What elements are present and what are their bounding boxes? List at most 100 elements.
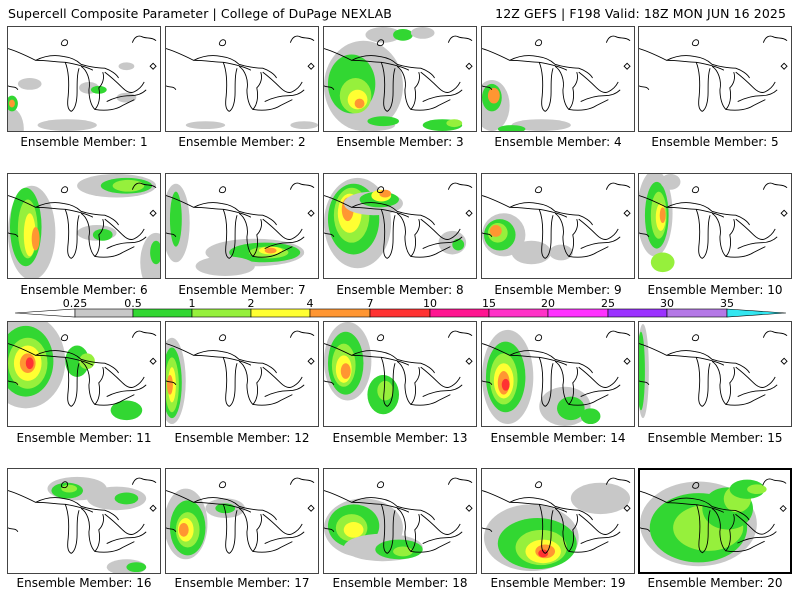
scp-contour-fill bbox=[118, 62, 135, 71]
scale-arrow-right bbox=[726, 308, 787, 318]
member-map bbox=[639, 323, 788, 419]
ensemble-panel-2[interactable] bbox=[165, 26, 319, 132]
member-caption: Ensemble Member: 2 bbox=[178, 135, 306, 149]
member-map bbox=[324, 322, 473, 415]
ensemble-panel-18[interactable] bbox=[323, 468, 477, 574]
scale-tick-label: 4 bbox=[306, 297, 314, 310]
member-map bbox=[166, 182, 315, 277]
scale-tick-label: 7 bbox=[366, 297, 374, 310]
scp-contour-fill bbox=[343, 521, 364, 538]
member-caption: Ensemble Member: 10 bbox=[647, 283, 783, 297]
scp-contour-fill bbox=[25, 357, 34, 370]
member-map bbox=[639, 174, 788, 273]
scp-contour-fill bbox=[365, 27, 401, 43]
great-lakes-outline bbox=[8, 330, 157, 407]
scp-contour-fill bbox=[379, 189, 392, 198]
ensemble-panel-9[interactable] bbox=[481, 173, 635, 279]
ensemble-panel-11[interactable] bbox=[7, 321, 161, 427]
scp-contour-fill bbox=[116, 92, 137, 103]
ensemble-panel-17[interactable] bbox=[165, 468, 319, 574]
ensemble-panel-15[interactable] bbox=[638, 321, 792, 427]
ensemble-panel-10[interactable] bbox=[638, 173, 792, 279]
scp-contour-fill bbox=[580, 408, 601, 425]
ensemble-panel-12[interactable] bbox=[165, 321, 319, 427]
ensemble-panel-19[interactable] bbox=[481, 468, 635, 574]
scp-contour-fill bbox=[410, 27, 435, 39]
ensemble-panel-7[interactable] bbox=[165, 173, 319, 279]
member-map bbox=[482, 182, 631, 265]
member-caption: Ensemble Member: 7 bbox=[178, 283, 306, 297]
scp-contour-fill bbox=[511, 240, 552, 265]
member-map bbox=[166, 477, 315, 560]
scp-contour-fill bbox=[178, 522, 189, 537]
scp-contour-fill bbox=[340, 363, 351, 379]
scp-contour-fill bbox=[446, 119, 463, 128]
scale-segment bbox=[309, 308, 371, 318]
ensemble-panel-3[interactable] bbox=[323, 26, 477, 132]
great-lakes-outline bbox=[166, 477, 315, 554]
scale-segment bbox=[666, 308, 728, 318]
ensemble-panel-16[interactable] bbox=[7, 468, 161, 574]
scp-contour-fill bbox=[166, 374, 173, 395]
scale-segment bbox=[429, 308, 490, 318]
great-lakes-outline bbox=[482, 477, 631, 554]
member-map bbox=[166, 35, 318, 130]
ensemble-panel-1[interactable] bbox=[7, 26, 161, 132]
scale-tick-label: 20 bbox=[541, 297, 555, 310]
scp-contour-fill bbox=[195, 256, 255, 277]
scp-contour-fill bbox=[377, 380, 394, 401]
scp-contour-fill bbox=[290, 121, 318, 130]
scale-segment bbox=[74, 308, 134, 318]
ensemble-panel-14[interactable] bbox=[481, 321, 635, 427]
scale-segment bbox=[607, 308, 668, 318]
member-caption: Ensemble Member: 4 bbox=[494, 135, 622, 149]
member-caption: Ensemble Member: 15 bbox=[647, 431, 783, 445]
scale-tick-label: 25 bbox=[601, 297, 615, 310]
member-caption: Ensemble Member: 19 bbox=[490, 576, 626, 590]
member-caption: Ensemble Member: 14 bbox=[490, 431, 626, 445]
great-lakes-outline bbox=[8, 35, 157, 112]
ensemble-panel-13[interactable] bbox=[323, 321, 477, 427]
member-caption: Ensemble Member: 11 bbox=[16, 431, 152, 445]
ensemble-panel-6[interactable] bbox=[7, 173, 161, 279]
great-lakes-outline bbox=[324, 182, 473, 259]
member-caption: Ensemble Member: 5 bbox=[651, 135, 779, 149]
scp-contour-fill bbox=[659, 207, 666, 224]
great-lakes-outline bbox=[324, 477, 473, 554]
great-lakes-outline bbox=[8, 182, 157, 259]
great-lakes-outline bbox=[166, 330, 315, 407]
scale-segment bbox=[488, 308, 549, 318]
scp-contour-fill bbox=[110, 400, 143, 421]
scp-contour-fill bbox=[264, 247, 277, 254]
member-caption: Ensemble Member: 16 bbox=[16, 576, 152, 590]
member-caption: Ensemble Member: 12 bbox=[174, 431, 310, 445]
scp-contour-fill bbox=[185, 121, 226, 130]
scp-contour-fill bbox=[549, 244, 573, 261]
member-map bbox=[324, 177, 473, 269]
scale-segment bbox=[547, 308, 609, 318]
ensemble-panel-20[interactable] bbox=[638, 468, 792, 574]
great-lakes-outline bbox=[166, 182, 315, 259]
scp-contour-fill bbox=[114, 492, 139, 505]
ensemble-panel-5[interactable] bbox=[638, 26, 792, 132]
scp-contour-fill bbox=[37, 119, 97, 131]
great-lakes-outline bbox=[482, 35, 631, 112]
scale-tick-label: 30 bbox=[660, 297, 674, 310]
ensemble-panel-8[interactable] bbox=[323, 173, 477, 279]
member-map bbox=[324, 477, 473, 562]
scale-tick-label: 35 bbox=[720, 297, 734, 310]
member-map bbox=[8, 476, 157, 573]
scp-contour-fill bbox=[660, 174, 681, 190]
scp-contour-fill bbox=[17, 78, 42, 90]
member-caption: Ensemble Member: 20 bbox=[647, 576, 783, 590]
scp-contour-fill bbox=[8, 99, 15, 108]
great-lakes-outline bbox=[639, 182, 788, 259]
scp-contour-fill bbox=[511, 119, 571, 131]
valid-time: 12Z GEFS | F198 Valid: 18Z MON JUN 16 20… bbox=[495, 6, 786, 21]
great-lakes-outline bbox=[639, 330, 788, 407]
ensemble-panel-4[interactable] bbox=[481, 26, 635, 132]
member-map bbox=[8, 35, 157, 131]
member-caption: Ensemble Member: 9 bbox=[494, 283, 622, 297]
member-map bbox=[482, 477, 631, 572]
scale-tick-label: 2 bbox=[247, 297, 255, 310]
